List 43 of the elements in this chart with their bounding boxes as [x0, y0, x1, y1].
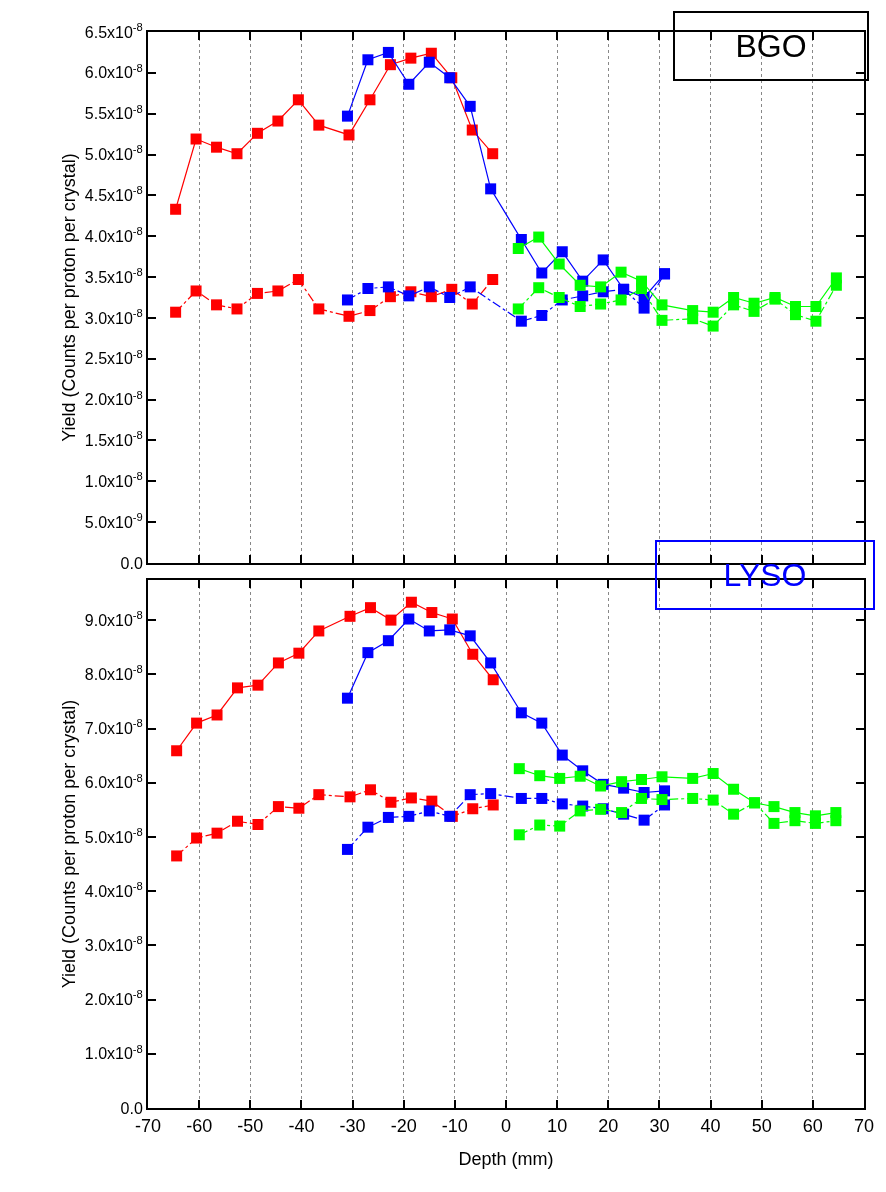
y-tick-label: 4.0x10$^{-8}$: [84, 225, 143, 245]
x-axis-title: Depth (mm): [458, 1149, 554, 1170]
y-tick-label: 6.5x10$^{-8}$: [84, 20, 143, 41]
y-tick-label: 6.0x10$^{-8}$: [84, 61, 143, 82]
y-tick-label: 1.0x10$^{-8}$: [84, 470, 143, 490]
x-tick-label: -40: [288, 1115, 315, 1136]
y-tick-label: 5.0x10$^{-9}$: [84, 511, 143, 531]
y-tick-label: 3.0x10$^{-8}$: [84, 306, 143, 327]
x-tick-label: -50: [237, 1115, 264, 1136]
y-tick-label: 0.0: [120, 554, 143, 572]
y-tick-label: 5.0x10$^{-8}$: [84, 825, 143, 846]
x-tick-label: 40: [700, 1115, 721, 1136]
y-tick-label: 7.0x10$^{-8}$: [84, 717, 143, 738]
x-tick-label: -10: [441, 1115, 468, 1136]
x-tick-label: -30: [339, 1115, 366, 1136]
x-tick-label: 70: [853, 1115, 875, 1136]
y-tick-label: 4.0x10$^{-8}$: [84, 880, 143, 900]
y-tick-label: 8.0x10$^{-8}$: [84, 663, 143, 683]
x-tick-label: 20: [598, 1115, 619, 1136]
x-tick-label: 50: [751, 1115, 772, 1136]
y-tick-label: 3.5x10$^{-8}$: [84, 265, 143, 286]
x-tick-label: 10: [547, 1115, 568, 1136]
y-tick-label: 0.0: [120, 1099, 143, 1117]
y-tick-label: 9.0x10$^{-8}$: [84, 608, 143, 629]
y-tick-label: 2.0x10$^{-8}$: [84, 988, 143, 1009]
y-tick-label: 4.5x10$^{-8}$: [84, 184, 143, 204]
y-tick-label: 5.0x10$^{-8}$: [84, 143, 143, 164]
y-tick-label: 1.0x10$^{-8}$: [84, 1042, 143, 1063]
y-tick-label: 2.0x10$^{-8}$: [84, 388, 143, 409]
y-axis-title: Yield (Counts per proton per crystal): [59, 699, 80, 989]
x-tick-label: -20: [390, 1115, 417, 1136]
chart-title: BGO: [735, 28, 807, 64]
x-tick-label: -70: [134, 1115, 162, 1136]
x-tick-label: 0: [500, 1115, 512, 1136]
y-tick-label: 3.0x10$^{-8}$: [84, 934, 143, 954]
x-tick-label: 60: [802, 1115, 823, 1136]
y-tick-label: 6.0x10$^{-8}$: [84, 771, 143, 792]
y-tick-label: 2.5x10$^{-8}$: [84, 347, 143, 368]
x-tick-label: 30: [649, 1115, 670, 1136]
y-axis-title: Yield (Counts per proton per crystal): [59, 153, 80, 442]
y-tick-label: 1.5x10$^{-8}$: [84, 429, 143, 450]
x-tick-label: -60: [186, 1115, 213, 1136]
y-tick-label: 5.5x10$^{-8}$: [84, 102, 143, 123]
